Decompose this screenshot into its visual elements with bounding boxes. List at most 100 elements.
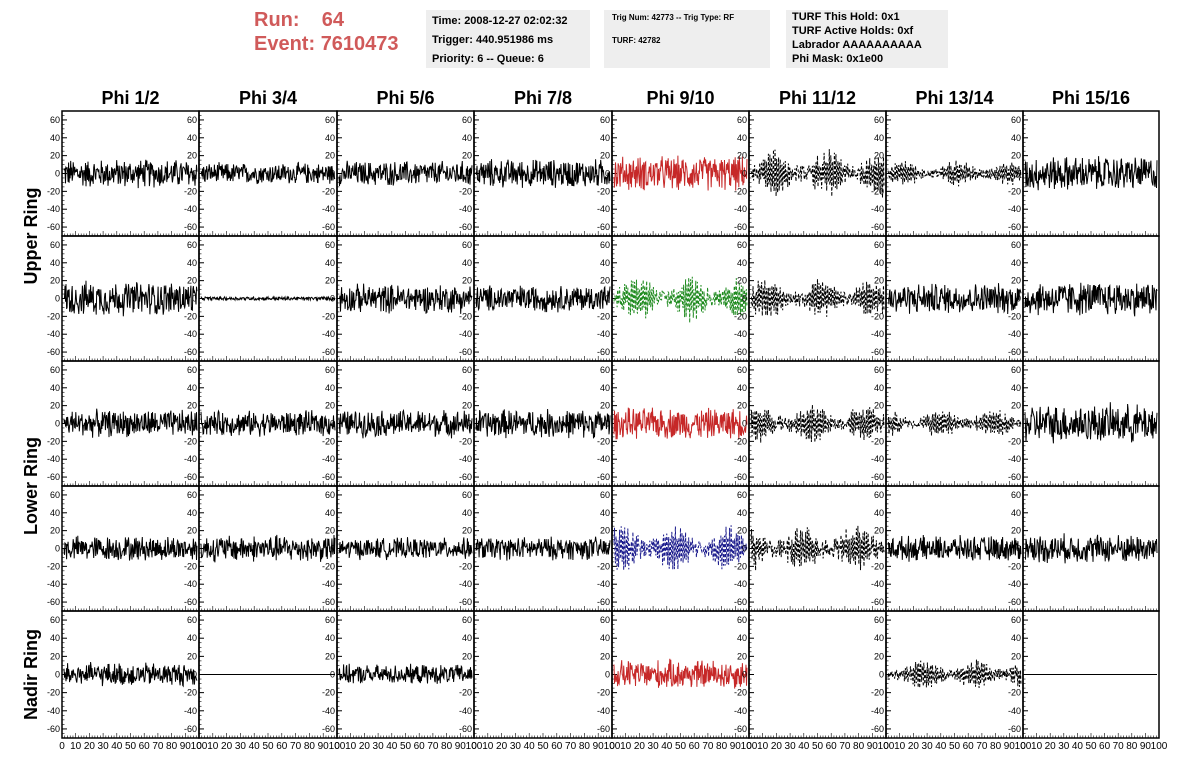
y-tick-label: -60 <box>459 347 472 357</box>
y-tick-label: -60 <box>871 597 884 607</box>
y-tick-label: 20 <box>462 651 472 661</box>
y-tick-label: 40 <box>1011 258 1021 268</box>
y-tick-label: 0 <box>605 544 610 554</box>
waveform-trace <box>63 159 198 189</box>
y-tick-label: 20 <box>737 401 747 411</box>
y-tick-label: 20 <box>874 401 884 411</box>
y-tick-label: 60 <box>600 615 610 625</box>
column-header-5: Phi 9/10 <box>646 88 714 108</box>
y-tick-label: 40 <box>874 383 884 393</box>
x-tick-label: 70 <box>839 741 851 752</box>
waveform-trace <box>475 536 611 561</box>
y-tick-label: 40 <box>50 383 60 393</box>
y-tick-label: -60 <box>184 597 197 607</box>
x-tick-label: 90 <box>318 741 330 752</box>
y-tick-label: -60 <box>47 472 60 482</box>
x-tick-label: 20 <box>84 741 96 752</box>
y-tick-label: 40 <box>462 133 472 143</box>
y-tick-label: 20 <box>600 151 610 161</box>
x-tick-label: 40 <box>249 741 261 752</box>
y-tick-label: 40 <box>462 383 472 393</box>
x-tick-label: 30 <box>922 741 934 752</box>
x-tick-label: 40 <box>935 741 947 752</box>
waveform-trace <box>613 525 748 571</box>
y-tick-label: -40 <box>47 329 60 339</box>
x-tick-label: 20 <box>359 741 371 752</box>
y-tick-label: -20 <box>47 436 60 446</box>
y-tick-label: -40 <box>322 329 335 339</box>
y-tick-label: -60 <box>184 472 197 482</box>
waveform-trace <box>475 285 611 313</box>
x-tick-label: 60 <box>139 741 151 752</box>
y-tick-label: -20 <box>597 561 610 571</box>
y-tick-label: -60 <box>871 724 884 734</box>
y-tick-label: -40 <box>871 454 884 464</box>
y-tick-label: 60 <box>737 365 747 375</box>
y-tick-label: -60 <box>597 724 610 734</box>
waveform-trace <box>63 535 198 561</box>
x-tick-label: 70 <box>427 741 439 752</box>
y-tick-label: -60 <box>184 222 197 232</box>
y-tick-label: -60 <box>47 347 60 357</box>
y-tick-label: 0 <box>467 544 472 554</box>
y-tick-label: -20 <box>459 436 472 446</box>
y-tick-label: -40 <box>734 579 747 589</box>
y-tick-label: 20 <box>325 526 335 536</box>
y-tick-label: -60 <box>1008 597 1021 607</box>
panel-frame <box>748 610 887 739</box>
y-tick-label: 20 <box>187 276 197 286</box>
y-tick-label: 0 <box>742 670 747 680</box>
x-tick-label: 80 <box>853 741 865 752</box>
x-tick-label: 100 <box>604 741 621 752</box>
y-tick-label: 40 <box>874 133 884 143</box>
y-tick-label: -40 <box>47 454 60 464</box>
y-tick-label: 0 <box>742 544 747 554</box>
waveform-trace <box>750 279 885 317</box>
y-tick-label: 20 <box>325 276 335 286</box>
y-tick-label: -20 <box>1008 311 1021 321</box>
y-tick-label: 60 <box>1011 365 1021 375</box>
x-tick-label: 20 <box>771 741 783 752</box>
x-tick-label: 40 <box>111 741 123 752</box>
y-tick-label: -20 <box>734 688 747 698</box>
y-tick-label: 40 <box>600 383 610 393</box>
waveform-trace <box>1024 402 1158 444</box>
y-tick-label: 0 <box>192 294 197 304</box>
y-tick-label: -60 <box>47 724 60 734</box>
y-tick-label: -20 <box>184 311 197 321</box>
y-tick-label: 60 <box>874 115 884 125</box>
y-tick-label: 20 <box>1011 651 1021 661</box>
y-tick-label: 60 <box>187 365 197 375</box>
y-tick-label: 60 <box>600 490 610 500</box>
y-tick-label: 20 <box>1011 276 1021 286</box>
y-tick-label: -20 <box>1008 561 1021 571</box>
x-tick-label: 30 <box>98 741 110 752</box>
y-tick-label: 0 <box>742 169 747 179</box>
y-tick-label: 60 <box>187 490 197 500</box>
y-tick-label: 0 <box>467 169 472 179</box>
y-tick-label: 40 <box>737 508 747 518</box>
y-tick-label: 40 <box>874 633 884 643</box>
y-tick-label: 0 <box>879 670 884 680</box>
y-tick-label: -20 <box>734 311 747 321</box>
y-tick-label: -60 <box>184 724 197 734</box>
y-tick-label: 0 <box>330 670 335 680</box>
trig-num-text: Trig Num: 42773 -- Trig Type: RF <box>612 13 735 22</box>
y-tick-label: -20 <box>597 436 610 446</box>
column-header-2: Phi 3/4 <box>239 88 297 108</box>
labrador-text: Labrador AAAAAAAAAA <box>792 39 922 51</box>
y-tick-label: 60 <box>737 615 747 625</box>
y-tick-label: 40 <box>1011 133 1021 143</box>
y-tick-label: -20 <box>322 311 335 321</box>
x-tick-label: 60 <box>1099 741 1111 752</box>
turf-hold-text: TURF This Hold: 0x1 <box>792 11 900 23</box>
x-tick-label: 100 <box>1151 741 1168 752</box>
y-tick-label: -60 <box>322 347 335 357</box>
x-tick-label: 10 <box>1031 741 1043 752</box>
y-tick-label: 0 <box>879 169 884 179</box>
y-tick-label: 20 <box>462 526 472 536</box>
waveform-trace <box>338 537 473 561</box>
y-tick-label: 20 <box>325 651 335 661</box>
y-tick-label: 40 <box>874 258 884 268</box>
y-tick-label: 40 <box>1011 383 1021 393</box>
